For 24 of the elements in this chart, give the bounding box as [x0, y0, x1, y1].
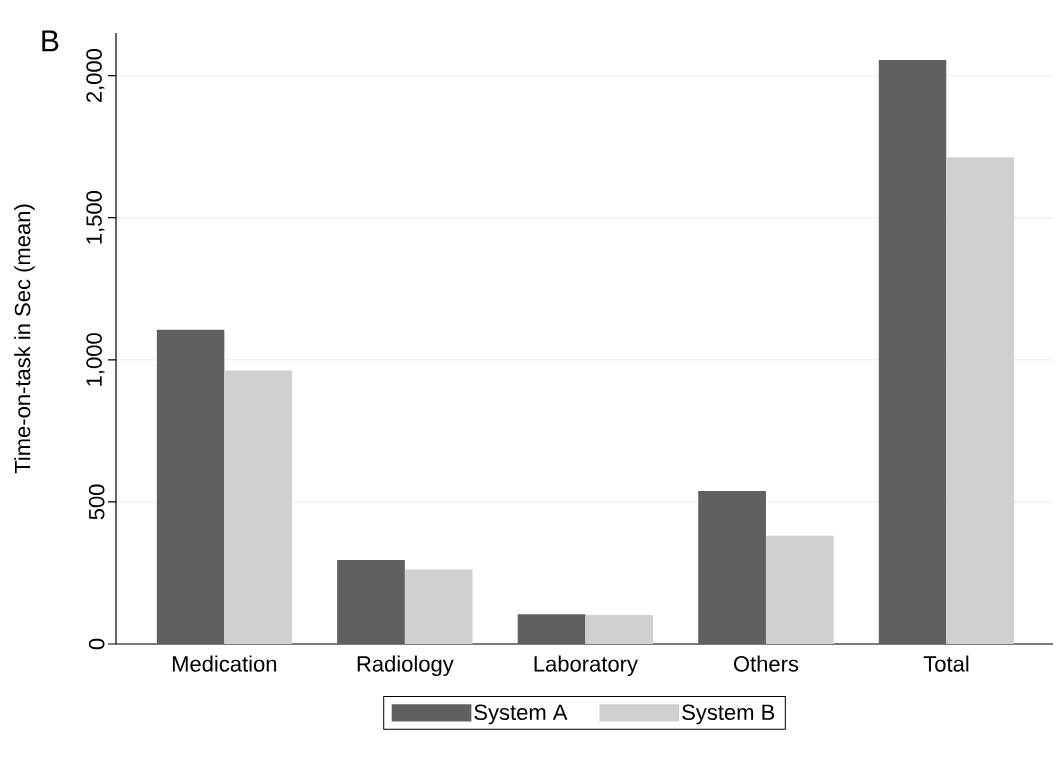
bar [765, 535, 834, 644]
y-tick-label: 1,000 [86, 333, 105, 386]
bar [337, 559, 405, 644]
x-tick-label: Laboratory [534, 655, 638, 677]
bar [156, 329, 225, 644]
bar [698, 491, 766, 644]
y-tick-label: 0 [88, 638, 105, 650]
bar [224, 370, 293, 644]
legend-label: System B [682, 704, 775, 725]
y-axis-title: Time-on-task in Sec (mean) [14, 204, 35, 474]
x-tick-label: Medication [172, 655, 277, 672]
legend-label: System A [474, 704, 568, 725]
bar [878, 59, 947, 644]
y-tick-label: 500 [88, 484, 105, 520]
bar [404, 569, 473, 644]
y-tick-label: 2,000 [86, 48, 105, 103]
y-tick-label: 1,500 [86, 191, 105, 244]
x-tick-label: Others [733, 655, 799, 672]
bar [517, 614, 586, 644]
bar [585, 615, 654, 644]
bar [946, 157, 1015, 644]
x-tick-label: Radiology [357, 655, 454, 677]
x-tick-label: Total [923, 655, 969, 672]
chart-title: B [42, 30, 59, 52]
